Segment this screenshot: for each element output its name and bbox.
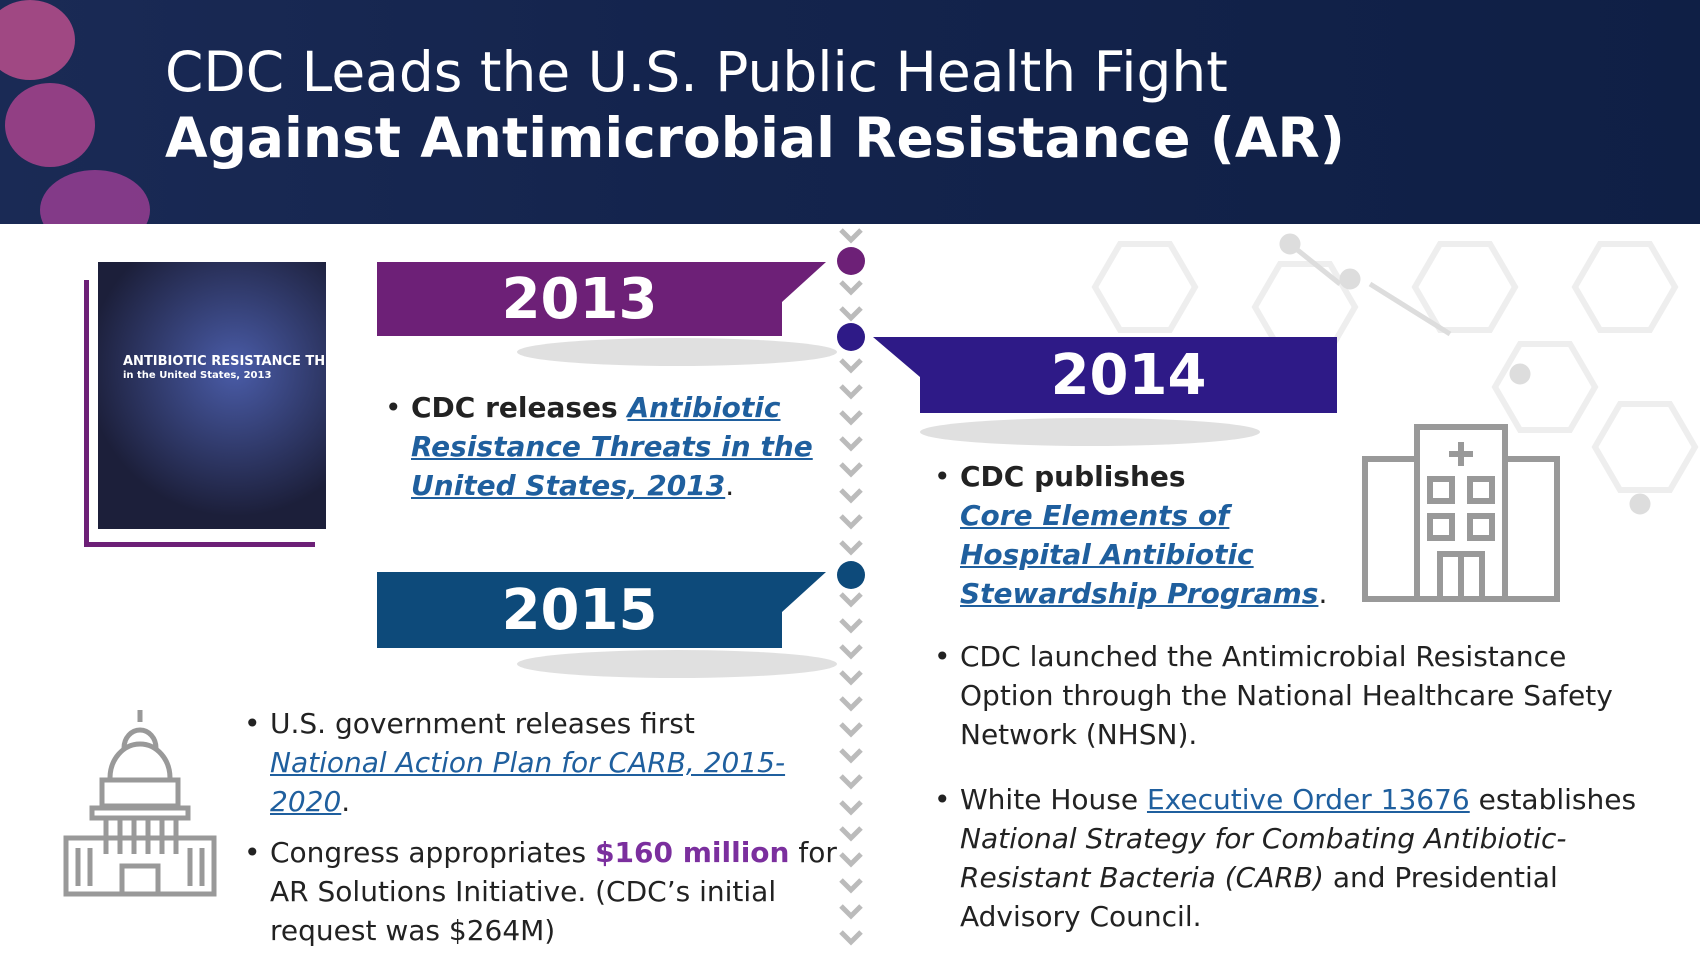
cover-subtitle: in the United States, 2013 (123, 370, 272, 381)
link[interactable]: Antibiotic Resistance Threats in the Uni… (411, 391, 813, 502)
link[interactable]: National Action Plan for CARB, 2015-2020 (270, 746, 786, 818)
banner-2014 (873, 337, 1337, 446)
report-cover: ANTIBIOTIC RESISTANCE THREATS in the Uni… (98, 262, 371, 529)
bullet: CDC launched the Antimicrobial Resistanc… (934, 637, 1660, 754)
text: and Presidential Advisory Council. (960, 861, 1558, 933)
bullet: Congress appropriates $160 million for A… (244, 833, 840, 950)
year-label: 2015 (501, 577, 658, 643)
link[interactable]: Core Elements of Hospital Antibiotic Ste… (960, 499, 1319, 610)
title-line: CDC Leads the U.S. Public Health Fight (165, 40, 1228, 104)
header: CDC Leads the U.S. Public Health Fight A… (0, 0, 1700, 224)
link[interactable]: Executive Order 13676 (1146, 783, 1470, 816)
text: National Strategy for Combating Antibiot… (960, 822, 1567, 894)
cover-frame (84, 280, 315, 547)
title-line: Against Antimicrobial Resistance (AR) (165, 106, 1345, 170)
banner-2015 (377, 572, 837, 678)
text: CDC publishes (960, 460, 1186, 493)
text: CDC launched the Antimicrobial Resistanc… (960, 640, 1613, 751)
highlight: $160 million (595, 836, 790, 869)
text: White House (960, 783, 1147, 816)
hex-pattern (1091, 233, 1699, 515)
bullet: CDC publishes Core Elements of Hospital … (934, 457, 1360, 613)
text: for AR Solutions Initiative. (CDC’s init… (270, 836, 837, 947)
cover-title: ANTIBIOTIC RESISTANCE THREATS (123, 354, 372, 369)
text: U.S. government releases first (270, 707, 695, 740)
banner-2013 (377, 262, 837, 366)
bacteria-art (0, 0, 150, 224)
capitol-icon (63, 710, 217, 897)
text: . (725, 469, 735, 502)
text: . (341, 785, 351, 818)
bullet: U.S. government releases first National … (244, 704, 830, 821)
text: CDC releases (411, 391, 628, 424)
text: establishes (1469, 783, 1637, 816)
text: Congress appropriates (270, 836, 596, 869)
hospital-icon (1362, 424, 1560, 602)
text: . (1318, 577, 1328, 610)
bullet: White House Executive Order 13676 establ… (934, 780, 1660, 936)
year-label: 2014 (1050, 342, 1207, 408)
bullet: CDC releases Antibiotic Resistance Threa… (385, 388, 821, 505)
year-label: 2013 (501, 266, 658, 332)
